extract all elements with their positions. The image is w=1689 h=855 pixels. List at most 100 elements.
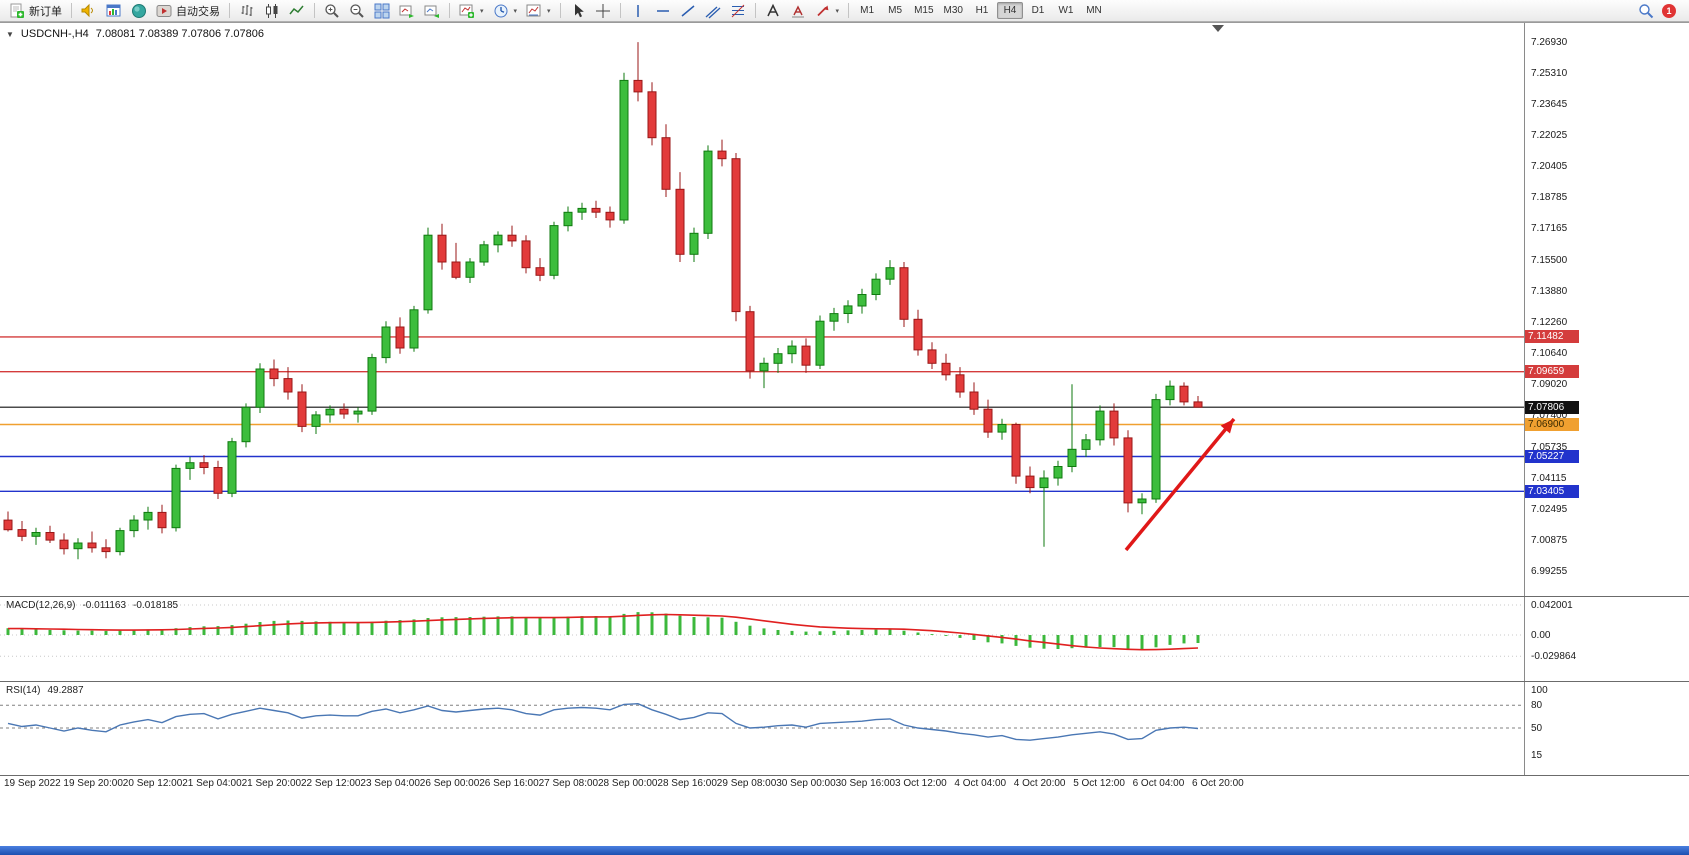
timeframe-m1[interactable]: M1 xyxy=(860,5,875,16)
timeframe-m5[interactable]: M5 xyxy=(888,5,903,16)
autotrading-button[interactable]: 自动交易 xyxy=(152,0,224,21)
price-tag: 7.03405 xyxy=(1525,484,1579,498)
price-chart-canvas[interactable] xyxy=(0,23,1524,595)
price-tick: 7.12260 xyxy=(1531,317,1568,328)
channel-button[interactable] xyxy=(701,0,725,21)
time-label: 27 Sep 08:00 xyxy=(538,778,599,789)
price-tag: 7.09659 xyxy=(1525,365,1579,379)
line-chart-icon xyxy=(289,5,304,14)
text-label-icon xyxy=(791,4,804,17)
toolbar-separator xyxy=(559,3,561,18)
autoscroll-icon xyxy=(399,5,414,18)
price-tick: 7.15500 xyxy=(1531,255,1568,267)
timeframe-m30[interactable]: M30 xyxy=(943,5,963,16)
rsi-tick: 50 xyxy=(1531,723,1543,734)
chevron-down-icon: ▾ xyxy=(480,7,484,15)
taskbar-strip xyxy=(0,846,1689,855)
chart-template-button[interactable]: ▾ xyxy=(522,0,555,21)
chart-shift-button[interactable] xyxy=(420,0,444,21)
chevron-down-icon: ▾ xyxy=(513,7,518,15)
price-tick: 7.09020 xyxy=(1531,378,1568,390)
autotrading-label: 自动交易 xyxy=(176,5,220,18)
macd-tick: -0.029864 xyxy=(1531,651,1577,663)
main-toolbar: 新订单 自动交易 xyxy=(0,0,1689,22)
time-label: 26 Sep 00:00 xyxy=(419,778,480,789)
toolbar-separator xyxy=(71,3,72,18)
macd-canvas[interactable] xyxy=(0,597,1524,681)
rsi-canvas[interactable] xyxy=(0,682,1524,775)
price-axis[interactable]: 7.26930 7.25310 7.23645 7.22025 7.20405 7.187… xyxy=(1524,23,1689,596)
timeframe-mn[interactable]: MN xyxy=(1086,5,1102,16)
price-tick: 7.20405 xyxy=(1531,161,1568,173)
time-axis[interactable]: 19 Sep 2022 19 Sep 20:00 20 Sep 12:00 21 Se… xyxy=(0,776,1689,792)
new-order-button[interactable]: 新订单 xyxy=(5,0,66,21)
chart-window: 7.26930 7.25310 7.23645 7.22025 7.20405 7.187… xyxy=(0,22,1689,791)
market-watch-button[interactable] xyxy=(102,0,126,21)
candle-chart-button[interactable] xyxy=(260,0,284,21)
timeframe-h4[interactable]: H4 xyxy=(996,2,1023,19)
zoom-in-button[interactable] xyxy=(320,0,344,21)
rsi-name: RSI(14) xyxy=(6,685,41,696)
chart-window-icon xyxy=(106,4,121,16)
price-tick: 7.05735 xyxy=(1531,441,1568,453)
bar-chart-button[interactable] xyxy=(235,0,259,21)
one-click-trading-toggle[interactable]: ▼ xyxy=(6,29,14,39)
trendline-button[interactable] xyxy=(676,0,700,21)
autoscroll-button[interactable] xyxy=(395,0,419,21)
time-label: 28 Sep 16:00 xyxy=(657,778,717,789)
tile-windows-icon xyxy=(374,3,390,18)
price-tick: 7.23645 xyxy=(1531,99,1568,111)
rsi-tick: 80 xyxy=(1531,700,1543,712)
search-icon[interactable] xyxy=(1638,3,1654,19)
zoom-out-icon xyxy=(350,3,364,18)
macd-signal-value: -0.018185 xyxy=(133,600,179,611)
timeframe-w1[interactable]: W1 xyxy=(1058,5,1074,16)
notifications-badge[interactable]: 1 xyxy=(1662,3,1676,18)
cursor-button[interactable] xyxy=(566,0,590,21)
new-chart-button[interactable]: ▾ xyxy=(455,0,488,21)
alerts-button[interactable] xyxy=(77,0,101,21)
chevron-down-icon: ▾ xyxy=(547,7,551,15)
vertical-line-icon xyxy=(636,4,639,17)
rsi-value: 49.2887 xyxy=(47,685,84,696)
timeframe-d1[interactable]: D1 xyxy=(1031,5,1045,16)
time-label: 28 Sep 00:00 xyxy=(598,778,658,789)
time-label: 22 Sep 12:00 xyxy=(301,778,361,789)
price-tag: 7.11482 xyxy=(1525,330,1579,344)
ohlc-values: 7.08081 7.08389 7.07806 7.07806 xyxy=(95,28,264,40)
macd-label: MACD(12,26,9) -0.011163 -0.018185 xyxy=(6,600,178,611)
timeframe-m15[interactable]: M15 xyxy=(914,5,934,16)
price-tick: 7.25310 xyxy=(1531,67,1568,79)
crosshair-button[interactable] xyxy=(591,0,615,21)
time-label: 6 Oct 20:00 xyxy=(1192,778,1244,789)
new-order-label: 新订单 xyxy=(29,5,62,18)
bar-chart-icon xyxy=(241,4,253,16)
time-label: 4 Oct 20:00 xyxy=(1013,778,1066,789)
price-tick: 7.26930 xyxy=(1531,36,1568,48)
timeframe-h1[interactable]: H1 xyxy=(975,5,989,16)
tile-windows-button[interactable] xyxy=(370,0,394,21)
zoom-out-button[interactable] xyxy=(345,0,369,21)
time-label: 4 Oct 04:00 xyxy=(954,778,1007,789)
text-button[interactable] xyxy=(761,0,785,21)
vertical-line-button[interactable] xyxy=(626,0,650,21)
zoom-in-icon xyxy=(325,3,339,18)
metaeditor-button[interactable] xyxy=(127,0,151,21)
line-chart-button[interactable] xyxy=(285,0,309,21)
price-tick: 7.10640 xyxy=(1531,347,1568,359)
price-tag: 7.07806 xyxy=(1525,400,1579,414)
macd-axis: 0.042001 0.00 -0.029864 xyxy=(1524,597,1689,681)
horizontal-line-button[interactable] xyxy=(651,0,675,21)
text-label-button[interactable] xyxy=(786,0,810,21)
cursor-icon xyxy=(574,3,584,17)
trendline-icon xyxy=(681,4,695,17)
toolbar-separator xyxy=(229,3,230,18)
price-tick: 7.07400 xyxy=(1531,409,1568,421)
arrows-button[interactable]: ▾ xyxy=(811,0,844,21)
fibonacci-button[interactable] xyxy=(726,0,750,21)
price-chart-panel: 7.26930 7.25310 7.23645 7.22025 7.20405 7.187… xyxy=(0,23,1689,597)
time-label: 19 Sep 20:00 xyxy=(63,778,123,789)
fibonacci-icon xyxy=(731,4,744,17)
chart-period-button[interactable]: ▾ xyxy=(489,0,522,21)
